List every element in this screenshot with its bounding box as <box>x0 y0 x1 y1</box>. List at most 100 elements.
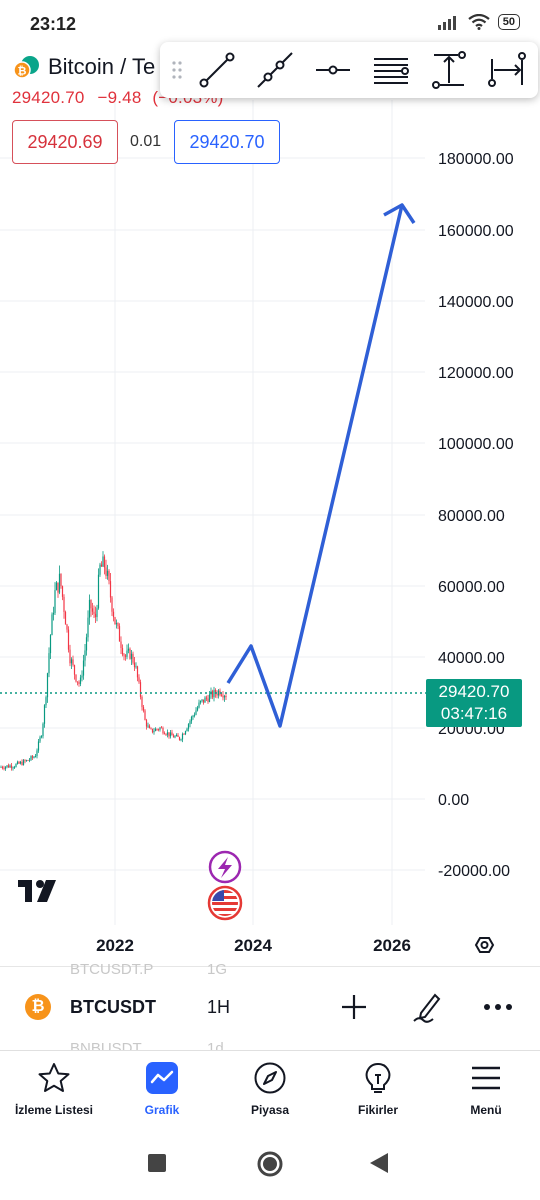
x-tick: 2024 <box>234 936 272 955</box>
candle-body <box>165 734 167 736</box>
candle-body <box>31 756 34 758</box>
horizontal-line-icon[interactable] <box>304 45 362 95</box>
candle-body <box>73 665 76 675</box>
y-tick: 0.00 <box>438 792 469 809</box>
nav-item-chart[interactable]: Grafik <box>108 1051 216 1137</box>
projection-path <box>226 204 404 728</box>
candle-body <box>103 556 106 568</box>
status-time: 23:12 <box>30 14 77 34</box>
nav-label: Grafik <box>144 1103 180 1117</box>
candle-body <box>201 699 203 701</box>
wifi-icon <box>468 14 490 30</box>
svg-text:₿: ₿ <box>18 65 27 78</box>
drag-handle-icon[interactable] <box>166 55 188 85</box>
lightbulb-icon <box>365 1062 391 1093</box>
y-tick: 160000.00 <box>438 223 514 240</box>
trend-line-icon[interactable] <box>188 45 246 95</box>
bottom-nav: İzleme Listesi Grafik Piyasa Fikirler <box>0 1050 540 1136</box>
candle-body <box>70 659 73 664</box>
parallel-channel-icon[interactable] <box>362 45 420 95</box>
candle-body <box>106 570 109 576</box>
home-icon[interactable] <box>256 1150 284 1178</box>
current-price-value: 29420.70 <box>438 682 510 701</box>
grid <box>0 100 425 925</box>
candle-body <box>184 731 187 735</box>
candle-body <box>48 653 50 674</box>
candle-body <box>75 674 77 682</box>
candle-body <box>57 582 59 593</box>
candle-body <box>3 768 5 769</box>
candle-body <box>205 697 208 699</box>
add-icon[interactable] <box>337 990 371 1024</box>
candle-body <box>22 760 25 766</box>
candle-body <box>199 700 202 703</box>
candle-body <box>87 617 89 638</box>
price-change-row: 29420.70 −9.48 (−0.03%) <box>12 88 223 108</box>
candle-body <box>112 611 115 618</box>
current-symbol[interactable]: BTCUSDT <box>70 997 156 1017</box>
candle-body <box>213 690 215 698</box>
candle-body <box>217 690 220 696</box>
candle-body <box>66 624 68 630</box>
chart-settings-icon <box>474 937 495 953</box>
candle-body <box>43 705 46 724</box>
drawing-pen-icon[interactable] <box>410 990 444 1024</box>
recents-icon[interactable] <box>148 1154 166 1172</box>
ray-icon[interactable] <box>246 45 304 95</box>
sell-button[interactable]: 29420.69 <box>12 120 118 164</box>
candle-body <box>0 766 2 768</box>
candle-body <box>27 760 29 761</box>
candle-body <box>108 570 110 582</box>
candle-body <box>82 660 85 676</box>
candle-body <box>1 766 4 769</box>
nav-item-ideas[interactable]: Fikirler <box>324 1051 432 1137</box>
candle-body <box>220 694 223 696</box>
candle-body <box>168 732 170 737</box>
price-range-icon[interactable] <box>420 45 478 95</box>
candle-body <box>142 707 145 711</box>
candle-body <box>208 694 211 702</box>
buy-button[interactable]: 29420.70 <box>174 120 280 164</box>
candle-body <box>55 582 58 591</box>
candle-body <box>52 612 55 615</box>
candle-body <box>193 714 196 716</box>
prev-interval: 1G <box>207 961 228 978</box>
candle-body <box>79 677 82 684</box>
candle-body <box>111 597 113 612</box>
nav-label: Fikirler <box>357 1103 399 1117</box>
candle-body <box>49 635 52 654</box>
date-range-icon[interactable] <box>478 45 536 95</box>
candle-body <box>132 653 134 663</box>
y-tick: 40000.00 <box>438 650 505 667</box>
tradingview-logo-icon <box>18 880 56 902</box>
candle-body <box>144 710 146 721</box>
price-chart[interactable]: 180000.00 160000.00 140000.00 120000.00 … <box>0 100 540 960</box>
candle-body <box>91 608 94 612</box>
current-interval[interactable]: 1H <box>207 997 231 1017</box>
y-tick: 180000.00 <box>438 151 514 168</box>
candle-body <box>135 666 137 668</box>
candle-body <box>126 650 128 657</box>
candle-body <box>100 564 103 567</box>
nav-item-menu[interactable]: Menü <box>432 1051 540 1137</box>
candle-body <box>85 637 88 651</box>
candle-body <box>97 574 100 609</box>
candle-body <box>147 725 149 727</box>
candle-body <box>114 617 116 625</box>
symbol-header[interactable]: ₿ Bitcoin / Te <box>12 54 155 80</box>
candle-body <box>159 727 161 730</box>
signal-icon <box>437 16 456 30</box>
nav-item-watchlist[interactable]: İzleme Listesi <box>0 1051 108 1137</box>
candle-body <box>46 673 49 698</box>
nav-item-market[interactable]: Piyasa <box>216 1051 324 1137</box>
candle-body <box>156 728 158 730</box>
candle-body <box>78 682 80 684</box>
chart-icon <box>146 1062 178 1094</box>
nav-label: Menü <box>470 1103 502 1117</box>
back-icon[interactable] <box>370 1153 388 1173</box>
more-icon[interactable] <box>481 990 515 1024</box>
x-tick: 2026 <box>373 936 411 955</box>
candle-body <box>129 648 131 659</box>
star-icon <box>38 1063 70 1092</box>
candle-body <box>117 623 119 627</box>
